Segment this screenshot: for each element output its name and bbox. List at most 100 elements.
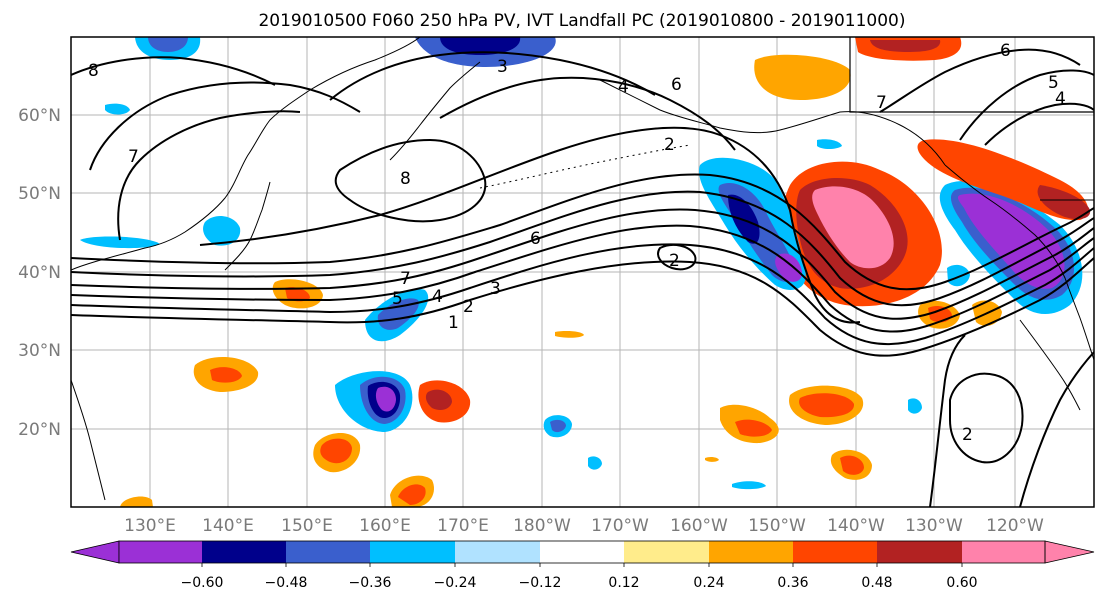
contour-label: 3 — [497, 57, 508, 77]
latitude-label: 40°N — [18, 263, 61, 283]
positive-anomaly-small-1-core — [285, 287, 310, 302]
philippines-coast — [71, 379, 106, 501]
negative-anomaly-small-4 — [732, 481, 766, 490]
pv-contour-1 — [71, 257, 1094, 357]
colorbar-segment — [455, 541, 540, 563]
positive-anomaly-gulf-peak — [812, 186, 894, 269]
longitude-label: 160°W — [670, 516, 728, 536]
contour-label: 6 — [530, 229, 541, 249]
contour-label: 5 — [1048, 73, 1059, 93]
asia-coast — [71, 37, 421, 271]
colorbar-segment — [286, 541, 370, 563]
longitude-label: 180°W — [513, 516, 571, 536]
longitude-label: 160°E — [359, 516, 411, 536]
contour-label: 2 — [664, 135, 675, 155]
positive-anomaly-east-1-core — [799, 393, 855, 418]
colorbar-segment — [540, 541, 624, 563]
colorbar-segment — [624, 541, 709, 563]
colorbar-segment — [962, 541, 1045, 563]
contour-label: 7 — [400, 269, 411, 289]
colorbar-segment — [877, 541, 962, 563]
colorbar-tick-label: −0.36 — [349, 575, 392, 591]
alaska-coast — [599, 79, 946, 166]
latitude-label: 50°N — [18, 184, 61, 204]
contour-label: 6 — [671, 75, 682, 95]
map-frame — [70, 36, 1095, 508]
colorbar-tick-labels: −0.60 −0.48 −0.36 −0.24 −0.12 0.12 0.24 0.36 0.4… — [181, 563, 978, 591]
pv-contour-16 — [959, 69, 1094, 141]
colorbar-tick-label: 0.48 — [861, 575, 892, 591]
colorbar-tick-label: 0.60 — [946, 575, 977, 591]
longitude-label: 170°E — [437, 516, 489, 536]
contour-label: 8 — [88, 61, 99, 81]
pv-contour-19 — [929, 334, 966, 507]
pv-contour-3 — [71, 224, 1094, 333]
pv-contours — [71, 48, 1094, 507]
pv-anomaly-fills — [80, 37, 1091, 507]
colorbar-segment — [202, 541, 286, 563]
colorbar-tick-label: −0.48 — [265, 575, 308, 591]
negative-anomaly-topleft-core — [148, 37, 188, 52]
contour-label: 4 — [618, 77, 629, 97]
longitude-label: 130°W — [905, 516, 963, 536]
positive-anomaly-arctic-core — [870, 40, 941, 52]
pv-contour-8 — [334, 138, 487, 223]
colorbar-outline — [118, 540, 1046, 564]
negative-anomaly-west-pacific-core — [377, 298, 419, 330]
pv-contour-9 — [657, 243, 697, 271]
negative-anomaly-dateline-east-min — [775, 253, 803, 282]
colorbar-segment — [793, 541, 877, 563]
positive-anomaly-small-3-core — [320, 438, 352, 464]
coastlines — [71, 37, 1094, 501]
pv-contour-13 — [439, 76, 736, 151]
colorbar-tick-label: −0.60 — [181, 575, 224, 591]
positive-anomaly-small-2-core — [210, 367, 242, 383]
longitude-label: 150°E — [281, 516, 333, 536]
colorbar-tick-label: 0.24 — [693, 575, 724, 591]
colorbar — [70, 540, 1095, 564]
japan-coast — [224, 181, 271, 271]
negative-anomaly-subtropical-min — [375, 386, 396, 412]
pv-contour-5 — [71, 190, 1094, 307]
pv-contour-12 — [117, 110, 301, 241]
contour-label: 4 — [432, 287, 443, 307]
negative-anomaly-west-coast-peak — [957, 193, 1065, 289]
map-title: 2019010500 F060 250 hPa PV, IVT Landfall… — [258, 11, 905, 31]
longitude-labels: 130°E 140°E 150°E 160°E 170°E 180°W 170°W 160°W… — [124, 516, 1044, 536]
pv-contour-17 — [984, 102, 1094, 146]
positive-anomaly-small-4-core — [398, 484, 426, 505]
contour-label: 2 — [669, 251, 680, 271]
colorbar-segment — [709, 541, 793, 563]
positive-anomaly-coastal-core — [1037, 185, 1091, 220]
longitude-label: 140°E — [202, 516, 254, 536]
colorbar-tick-label: 0.12 — [608, 575, 639, 591]
pv-contour-2 — [71, 243, 1094, 346]
colorbar-tick-label: 0.36 — [777, 575, 808, 591]
pv-contour-6 — [71, 173, 1094, 291]
colorbar-tick-label: −0.12 — [519, 575, 562, 591]
negative-anomaly-small-5 — [947, 264, 970, 287]
negative-anomaly-top-core — [440, 37, 521, 55]
pv-contour-15 — [879, 48, 1081, 113]
contour-label: 5 — [392, 289, 403, 309]
contour-label: 7 — [128, 147, 139, 167]
positive-anomaly-tiny-2 — [705, 456, 719, 462]
pv-contour-11 — [71, 56, 276, 86]
pv-contour-18 — [949, 372, 1024, 464]
contour-label: 2 — [962, 425, 973, 445]
latitude-label: 20°N — [18, 420, 61, 440]
colorbar-segment — [370, 541, 455, 563]
pv-contour-4 — [71, 208, 1094, 320]
longitude-label: 130°E — [124, 516, 176, 536]
contour-label: 4 — [1055, 89, 1066, 109]
positive-anomaly-hawaii-core — [735, 419, 772, 437]
latitude-label: 30°N — [18, 341, 61, 361]
longitude-label: 120°W — [986, 516, 1044, 536]
latitude-labels: 60°N 50°N 40°N 30°N 20°N — [18, 106, 61, 440]
contour-label: 3 — [490, 279, 501, 299]
pv-contour-14 — [329, 51, 656, 101]
pv-contour-21 — [789, 209, 861, 324]
positive-anomaly-alaska — [754, 54, 851, 100]
latitude-label: 60°N — [18, 106, 61, 126]
